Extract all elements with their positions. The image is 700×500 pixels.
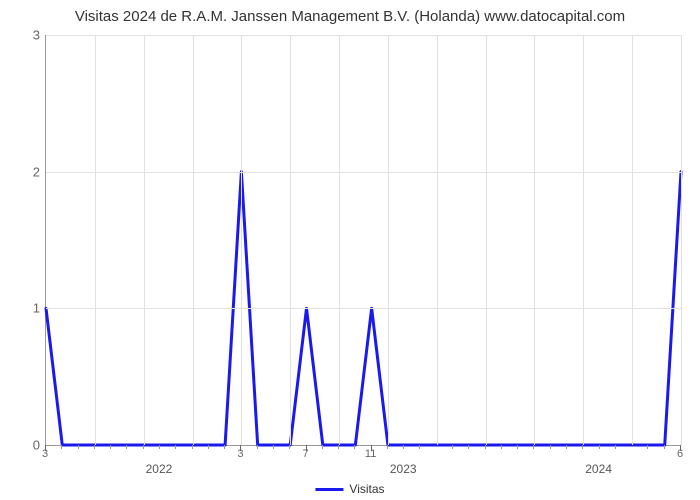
y-tick-label: 3 — [33, 28, 40, 43]
x-minor-tick — [664, 445, 665, 449]
x-minor-tick — [257, 445, 258, 449]
line-series — [46, 35, 681, 445]
x-minor-tick — [61, 445, 62, 449]
x-minor-tick — [289, 445, 290, 449]
grid-line-v — [241, 35, 242, 445]
x-tick-label: 7 — [302, 448, 308, 460]
x-year-label: 2022 — [146, 462, 173, 476]
x-minor-tick — [485, 445, 486, 449]
y-tick-label: 0 — [33, 438, 40, 453]
grid-line-v — [144, 35, 145, 445]
grid-line-h — [46, 172, 681, 173]
grid-line-v — [95, 35, 96, 445]
x-minor-tick — [468, 445, 469, 449]
x-tick-label: 3 — [237, 448, 243, 460]
x-minor-tick — [501, 445, 502, 449]
x-minor-tick — [599, 445, 600, 449]
x-minor-tick — [647, 445, 648, 449]
plot-area — [45, 35, 681, 446]
x-minor-tick — [322, 445, 323, 449]
grid-line-v — [437, 35, 438, 445]
grid-line-v — [388, 35, 389, 445]
x-minor-tick — [159, 445, 160, 449]
grid-line-v — [632, 35, 633, 445]
x-minor-tick — [126, 445, 127, 449]
x-minor-tick — [110, 445, 111, 449]
x-minor-tick — [615, 445, 616, 449]
x-minor-tick — [582, 445, 583, 449]
x-minor-tick — [338, 445, 339, 449]
x-minor-tick — [403, 445, 404, 449]
x-minor-tick — [419, 445, 420, 449]
x-tick-label: 3 — [42, 448, 48, 460]
x-minor-tick — [143, 445, 144, 449]
x-minor-tick — [94, 445, 95, 449]
y-tick-label: 2 — [33, 164, 40, 179]
grid-line-h — [46, 308, 681, 309]
chart-container: Visitas 2024 de R.A.M. Janssen Managemen… — [0, 0, 700, 500]
x-year-label: 2024 — [585, 462, 612, 476]
x-minor-tick — [533, 445, 534, 449]
x-minor-tick — [550, 445, 551, 449]
x-minor-tick — [273, 445, 274, 449]
grid-line-v — [339, 35, 340, 445]
x-minor-tick — [566, 445, 567, 449]
legend-label: Visitas — [349, 482, 384, 496]
x-tick-label: 6 — [677, 448, 683, 460]
grid-line-v — [534, 35, 535, 445]
chart-title: Visitas 2024 de R.A.M. Janssen Managemen… — [0, 0, 700, 25]
grid-line-h — [46, 35, 681, 36]
grid-line-v — [290, 35, 291, 445]
legend-swatch — [315, 488, 343, 491]
x-minor-tick — [192, 445, 193, 449]
x-minor-tick — [208, 445, 209, 449]
grid-line-v — [681, 35, 682, 445]
x-minor-tick — [387, 445, 388, 449]
grid-line-v — [486, 35, 487, 445]
x-tick-label: 11 — [365, 448, 376, 460]
x-minor-tick — [517, 445, 518, 449]
x-year-label: 2023 — [390, 462, 417, 476]
x-minor-tick — [78, 445, 79, 449]
y-tick-label: 1 — [33, 301, 40, 316]
x-minor-tick — [224, 445, 225, 449]
x-minor-tick — [175, 445, 176, 449]
x-minor-tick — [452, 445, 453, 449]
grid-line-v — [193, 35, 194, 445]
x-minor-tick — [354, 445, 355, 449]
legend: Visitas — [315, 482, 384, 496]
grid-line-v — [583, 35, 584, 445]
